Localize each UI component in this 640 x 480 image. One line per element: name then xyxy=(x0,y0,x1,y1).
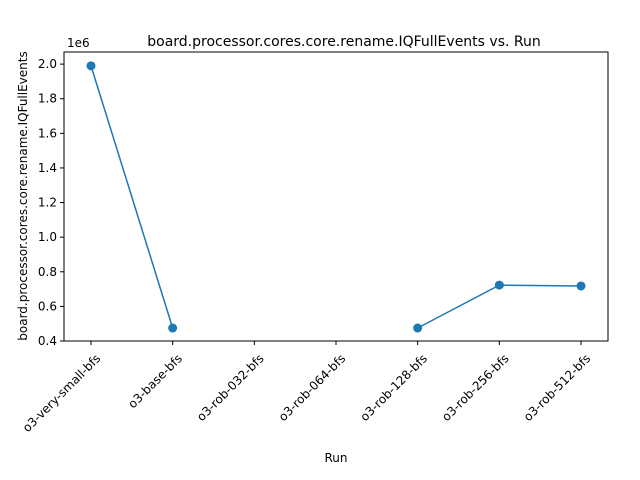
y-tick-label: 1.4 xyxy=(38,161,57,175)
plot-area xyxy=(86,61,586,333)
x-tick-label: o3-rob-064-bfs xyxy=(276,351,349,424)
data-point xyxy=(86,61,96,71)
x-axis-label: Run xyxy=(324,451,347,465)
data-point xyxy=(168,323,178,333)
x-tick-label: o3-rob-032-bfs xyxy=(194,351,267,424)
y-tick-label: 1.8 xyxy=(38,92,57,106)
x-tick-label: o3-rob-512-bfs xyxy=(521,351,594,424)
x-tick-label: o3-base-bfs xyxy=(125,351,185,411)
data-point xyxy=(494,280,504,290)
y-tick-label: 0.6 xyxy=(38,299,57,313)
x-tick-label: o3-rob-128-bfs xyxy=(357,351,430,424)
x-tick-label: o3-very-small-bfs xyxy=(20,351,103,434)
y-tick-label: 0.4 xyxy=(38,334,57,348)
y-tick-label: 2.0 xyxy=(38,57,57,71)
plot-frame xyxy=(63,51,609,342)
series-line xyxy=(417,284,582,329)
y-axis-label: board.processor.cores.core.rename.IQFull… xyxy=(16,51,30,340)
y-tick-label: 1.2 xyxy=(38,196,57,210)
chart-title: board.processor.cores.core.rename.IQFull… xyxy=(147,34,540,50)
y-tick-label: 1.0 xyxy=(38,230,57,244)
x-tick-label: o3-rob-256-bfs xyxy=(439,351,512,424)
data-point xyxy=(576,281,586,291)
y-tick-label: 1.6 xyxy=(38,126,57,140)
y-scale-label: 1e6 xyxy=(67,36,90,50)
y-tick-label: 0.8 xyxy=(38,265,57,279)
data-point xyxy=(413,323,423,333)
series-line xyxy=(90,65,174,329)
